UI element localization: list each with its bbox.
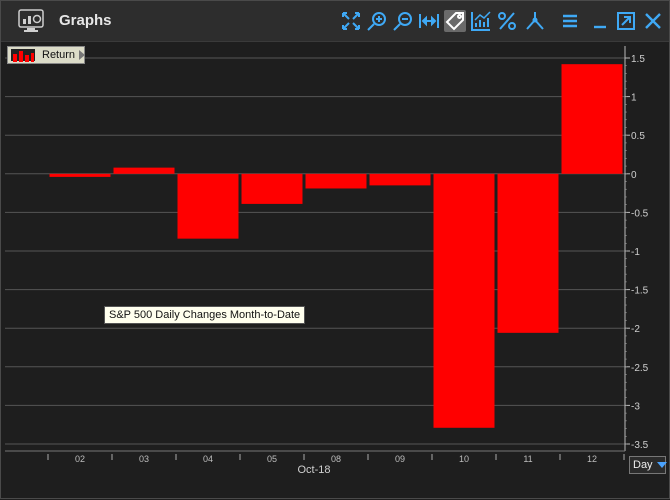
chart-style-icon[interactable] bbox=[470, 10, 492, 32]
y-tick-label: 1 bbox=[631, 93, 637, 104]
period-select-value: Day bbox=[633, 459, 653, 471]
zoom-out-icon[interactable] bbox=[392, 10, 414, 32]
close-icon[interactable] bbox=[642, 10, 664, 32]
bar bbox=[369, 173, 431, 186]
chart-annotation: S&P 500 Daily Changes Month-to-Date bbox=[104, 306, 306, 324]
x-tick-label: 09 bbox=[395, 454, 405, 464]
tag-icon[interactable] bbox=[444, 10, 466, 32]
gridlines bbox=[5, 57, 625, 445]
y-tick-label: -2 bbox=[631, 324, 640, 335]
y-tick-label: -0.5 bbox=[631, 208, 649, 219]
draw-icon[interactable] bbox=[524, 10, 546, 32]
title-bar: Graphs bbox=[1, 1, 669, 42]
monitor-chart-icon bbox=[18, 9, 44, 33]
bar bbox=[113, 167, 175, 174]
percent-icon[interactable] bbox=[496, 10, 518, 32]
y-tick-label: -1 bbox=[631, 247, 640, 258]
popout-icon[interactable] bbox=[615, 10, 637, 32]
y-tick-label: 0.5 bbox=[631, 131, 645, 142]
pan-icon[interactable] bbox=[418, 10, 440, 32]
bar bbox=[305, 173, 367, 189]
bar bbox=[497, 173, 559, 333]
y-tick-label: -3.5 bbox=[631, 440, 649, 451]
x-tick-label: 10 bbox=[459, 454, 469, 464]
y-tick-label: -2.5 bbox=[631, 363, 649, 374]
bar bbox=[49, 173, 111, 177]
zoom-in-icon[interactable] bbox=[366, 10, 388, 32]
x-tick-label: 02 bbox=[75, 454, 85, 464]
x-tick-label: 11 bbox=[523, 454, 532, 464]
dropdown-arrow-icon bbox=[656, 462, 667, 468]
minimize-icon[interactable] bbox=[589, 10, 611, 32]
bar-series-swatch-icon bbox=[11, 49, 35, 62]
menu-icon[interactable] bbox=[559, 10, 581, 32]
period-select[interactable]: Day bbox=[629, 456, 667, 474]
legend-series-return[interactable]: Return bbox=[7, 46, 86, 64]
x-tick-label: 08 bbox=[331, 454, 341, 464]
y-tick-label: -3 bbox=[631, 401, 640, 412]
x-tick-label: 05 bbox=[267, 454, 277, 464]
x-tick-label: 12 bbox=[587, 454, 597, 464]
y-tick-label: 1.5 bbox=[631, 54, 645, 65]
x-tick-label: 04 bbox=[203, 454, 213, 464]
expand-arrow-icon bbox=[79, 50, 86, 60]
fit-icon[interactable] bbox=[340, 10, 362, 32]
bar bbox=[561, 64, 623, 174]
bar bbox=[241, 173, 303, 204]
x-tick-label: 03 bbox=[139, 454, 149, 464]
bar bbox=[177, 173, 239, 239]
legend-label: Return bbox=[42, 49, 76, 61]
x-axis: 02 03 04 05 08 09 10 11 12 bbox=[5, 450, 625, 464]
bar bbox=[433, 173, 495, 428]
x-axis-group-label: Oct-18 bbox=[297, 464, 330, 476]
bars bbox=[49, 64, 623, 428]
y-tick-label: -1.5 bbox=[631, 286, 649, 297]
y-axis: 1.5 1 0.5 0 -0.5 -1 -1.5 -2 -2.5 -3 -3.5 bbox=[624, 46, 649, 451]
y-tick-label: 0 bbox=[631, 170, 637, 181]
window-title: Graphs bbox=[59, 12, 112, 29]
